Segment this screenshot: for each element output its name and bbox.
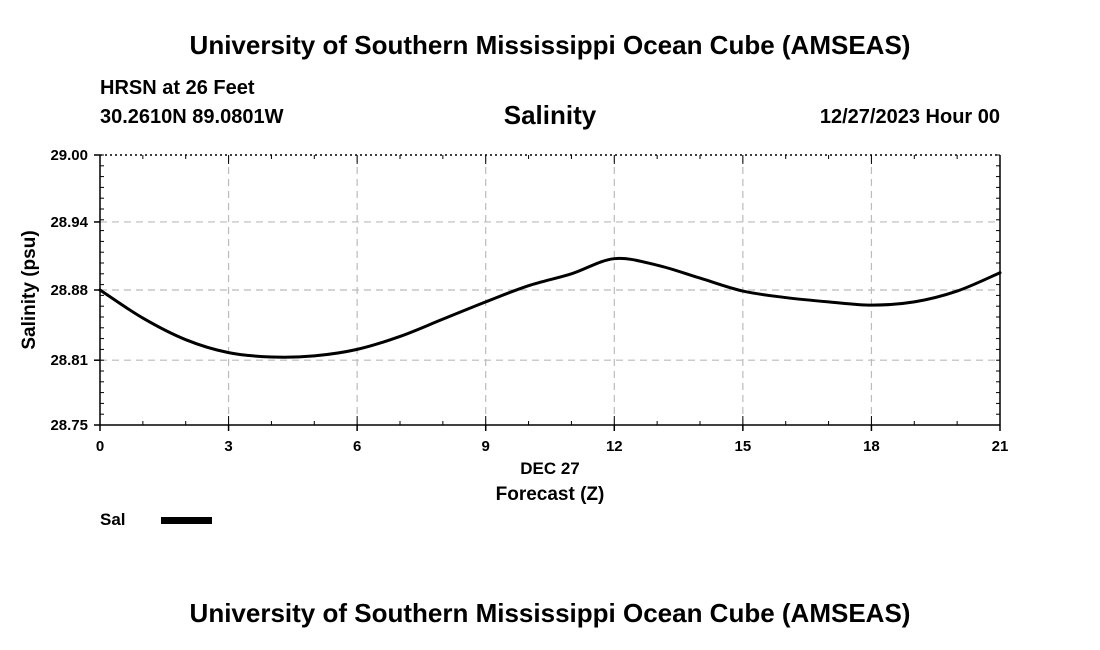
y-axis-label: Salinity (psu)	[19, 230, 40, 349]
chart-title-top: University of Southern Mississippi Ocean…	[189, 30, 911, 60]
plot-frame	[99, 154, 1001, 426]
x-tick-label: 21	[992, 438, 1009, 455]
x-axis-date-label: DEC 27	[520, 459, 580, 478]
x-axis: 0 3 6 9 12 15 18 21	[96, 155, 1009, 455]
y-tick-label: 28.81	[50, 352, 88, 369]
y-tick-label: 29.00	[50, 147, 88, 164]
station-label: HRSN at 26 Feet	[100, 77, 255, 99]
y-tick-label: 28.88	[50, 282, 88, 299]
x-axis-label: Forecast (Z)	[496, 484, 605, 505]
y-tick-label: 28.94	[50, 214, 88, 231]
parameter-title: Salinity	[503, 100, 597, 130]
station-coordinates: 30.2610N 89.0801W	[100, 106, 284, 128]
x-tick-label: 3	[224, 438, 232, 455]
grid-layer	[100, 155, 1000, 425]
x-tick-label: 6	[353, 438, 361, 455]
forecast-datetime: 12/27/2023 Hour 00	[819, 106, 1000, 128]
series-line-sal	[98, 256, 1002, 359]
x-tick-label: 12	[606, 438, 623, 455]
x-tick-label: 0	[96, 438, 104, 455]
legend-label: Sal	[100, 510, 126, 529]
legend-line-swatch	[161, 517, 212, 524]
chart-title-bottom: University of Southern Mississippi Ocean…	[189, 598, 911, 628]
y-tick-label: 28.75	[50, 417, 88, 434]
x-tick-label: 15	[735, 438, 752, 455]
y-axis: 28.75 28.81 28.88 28.94 29.00	[50, 147, 1000, 434]
series-layer	[98, 256, 1002, 359]
x-tick-label: 9	[482, 438, 490, 455]
x-tick-label: 18	[863, 438, 880, 455]
